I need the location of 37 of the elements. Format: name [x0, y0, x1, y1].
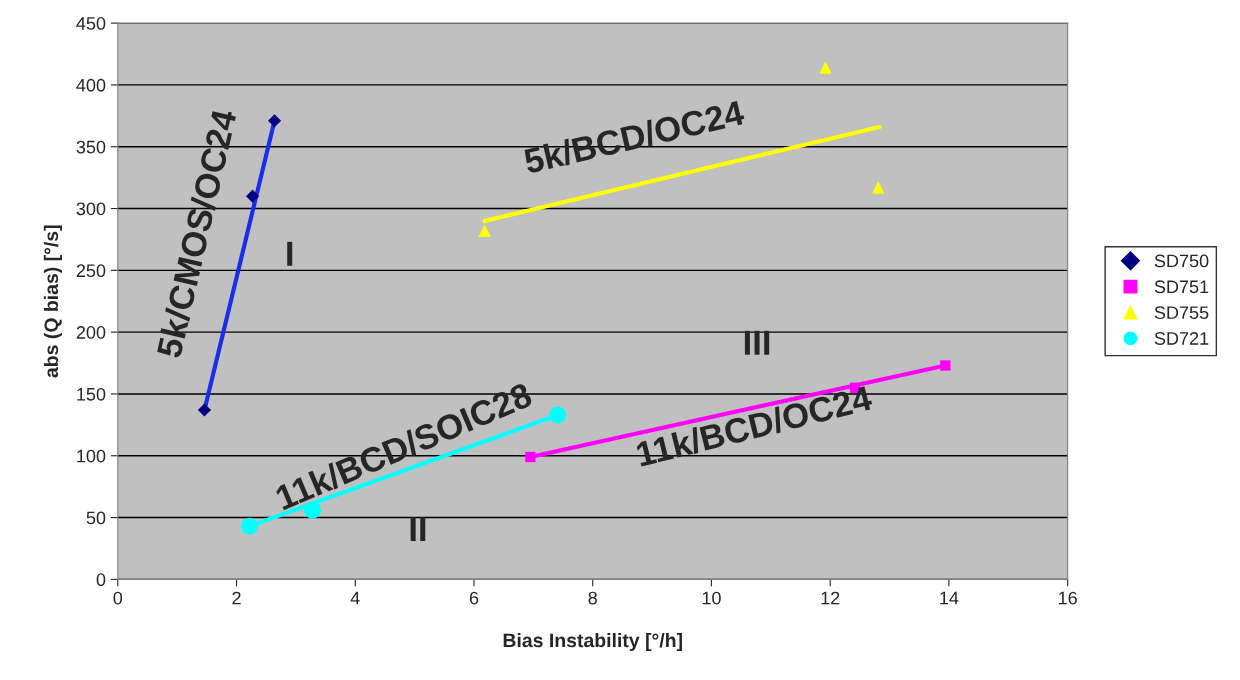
point: [549, 406, 567, 424]
point: [197, 403, 212, 417]
annotation: I: [287, 241, 293, 266]
x-tick-label: 10: [702, 591, 721, 605]
point: [872, 181, 885, 194]
legend-label: SD755: [1154, 306, 1209, 320]
point: [267, 114, 282, 128]
point: [245, 189, 260, 203]
x-tick-label: 0: [113, 591, 123, 605]
y-tick-label: 350: [76, 140, 106, 154]
legend-label: SD751: [1154, 280, 1209, 294]
y-tick-label: 50: [86, 511, 106, 525]
y-tick-label: 300: [76, 202, 106, 216]
y-tick-label: 400: [76, 78, 106, 92]
y-tick-label: 0: [96, 573, 106, 587]
legend-label: SD721: [1154, 332, 1209, 345]
y-axis-title: abs (Q bias) [°/s]: [43, 225, 62, 378]
x-tick-label: 2: [232, 591, 241, 605]
point: [241, 517, 259, 535]
x-tick-label: 12: [821, 591, 840, 605]
point: [478, 224, 491, 237]
legend-label: SD750: [1154, 254, 1209, 268]
y-tick-label: 450: [76, 17, 106, 30]
x-tick-label: 16: [1058, 591, 1077, 605]
y-tick-label: 200: [76, 326, 106, 339]
y-tick-label: 150: [77, 387, 106, 401]
annotation: II: [410, 517, 426, 542]
x-tick-label: 4: [350, 591, 360, 605]
point: [940, 360, 951, 371]
x-tick-label: 8: [588, 591, 597, 605]
point: [819, 61, 832, 74]
annotation: III: [744, 330, 770, 355]
x-tick-label: 6: [469, 591, 479, 605]
y-tick-label: 250: [76, 264, 106, 278]
x-axis-title: Bias Instability [°/h]: [503, 633, 682, 652]
x-tick-label: 14: [940, 591, 959, 605]
y-tick-label: 100: [77, 449, 106, 463]
